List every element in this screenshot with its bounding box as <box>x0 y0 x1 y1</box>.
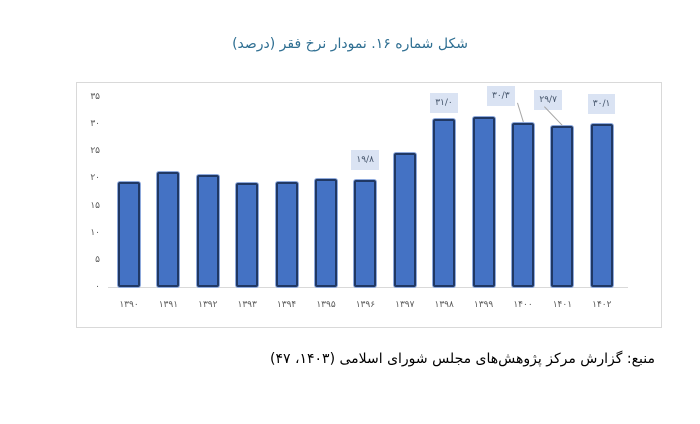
bar-1393 <box>236 183 259 287</box>
bar-1399 <box>472 117 495 287</box>
y-tick-label: ۲۵ <box>90 146 100 157</box>
y-tick-label: ۱۰ <box>90 227 100 238</box>
bar-1397 <box>393 152 416 287</box>
data-label-1398: ۳۱/۰ <box>430 93 458 113</box>
bar-1398 <box>433 118 456 287</box>
y-tick-label: ۲۰ <box>90 173 100 184</box>
x-tick-label: ۱۳۹۱ <box>158 300 179 310</box>
y-tick-label: ۰ <box>95 282 100 292</box>
bar-1396 <box>354 179 377 287</box>
x-axis-line <box>108 287 628 288</box>
y-tick-label: ۵ <box>95 254 100 265</box>
bar-1392 <box>196 175 219 287</box>
x-tick-label: ۱۳۹۳ <box>237 300 257 310</box>
x-tick-label: ۱۳۹۴ <box>276 300 297 310</box>
data-label-1396: ۱۹/۸ <box>351 149 379 170</box>
data-label-1400: ۳۰/۳ <box>487 86 515 106</box>
x-tick-label: ۱۳۹۸ <box>434 300 454 310</box>
x-tick-label: ۱۳۹۰ <box>119 300 139 310</box>
bar-1401 <box>551 125 574 287</box>
bar-1402 <box>590 123 613 287</box>
chart-title: شکل شماره ۱۶. نمودار نرخ فقر (درصد) <box>232 36 468 52</box>
y-tick-label: ۳۵ <box>90 92 100 102</box>
y-tick-label: ۱۵ <box>90 200 100 211</box>
x-tick-label: ۱۴۰۰ <box>513 300 533 310</box>
x-tick-label: ۱۳۹۵ <box>316 300 336 310</box>
x-tick-label: ۱۳۹۶ <box>355 300 376 310</box>
x-tick-label: ۱۴۰۲ <box>592 300 612 310</box>
source-caption: منبع: گزارش مرکز پژوهش‌های مجلس شورای اس… <box>270 351 655 367</box>
x-tick-label: ۱۳۹۲ <box>198 300 218 310</box>
bar-1395 <box>315 178 337 287</box>
x-tick-label: ۱۴۰۱ <box>552 300 573 310</box>
bar-1391 <box>157 171 180 287</box>
bar-1394 <box>275 182 298 287</box>
bar-1390 <box>118 182 140 287</box>
y-tick-label: ۳۰ <box>90 119 100 130</box>
x-tick-label: ۱۳۹۷ <box>395 300 415 310</box>
data-label-1402: ۳۰/۱ <box>587 94 616 114</box>
bar-1400 <box>512 122 534 287</box>
x-tick-label: ۱۳۹۹ <box>473 300 494 310</box>
data-label-1401: ۲۹/۷ <box>534 90 562 110</box>
